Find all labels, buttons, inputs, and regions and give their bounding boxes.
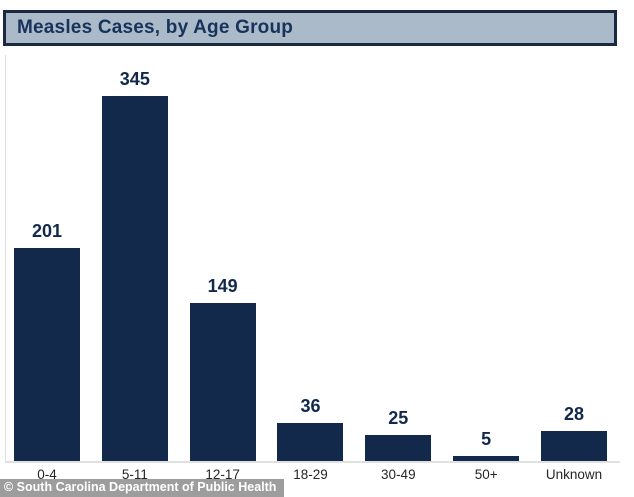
- bar-value-label: 345: [119, 69, 150, 89]
- bar: [277, 423, 344, 461]
- bar: [453, 456, 520, 461]
- bar: [540, 431, 607, 461]
- bar-chart: 201 0-4 345 5-11 149 12-17 36 18-29 25 30-49 5 50+ 2…: [0, 55, 634, 490]
- bar-value-label: 36: [300, 396, 321, 416]
- bar: [365, 435, 432, 461]
- x-axis-line: [5, 461, 620, 463]
- bar: [189, 303, 256, 461]
- bar-value-label: 201: [31, 221, 63, 241]
- chart-title: Measles Cases, by Age Group: [17, 17, 294, 38]
- bar-value-label: 149: [207, 276, 238, 296]
- x-axis-label: 30-49: [381, 467, 416, 482]
- bar-column: 28 Unknown: [540, 60, 607, 482]
- bar: [14, 248, 80, 461]
- bar-column: 201 0-4: [14, 60, 80, 482]
- bar-column: 149 12-17: [189, 60, 256, 482]
- x-axis-label: 0-4: [37, 467, 57, 482]
- bar-value-label: 25: [388, 408, 409, 428]
- bar-column: 345 5-11: [101, 60, 168, 482]
- x-axis-label: Unknown: [545, 467, 603, 482]
- x-axis-label: 18-29: [293, 467, 328, 482]
- y-axis-line: [5, 55, 6, 461]
- x-axis-label: 12-17: [205, 467, 240, 482]
- x-axis-label: 50+: [474, 467, 498, 482]
- bar-column: 36 18-29: [277, 60, 344, 482]
- x-axis-label: 5-11: [121, 467, 148, 482]
- chart-title-bar: Measles Cases, by Age Group: [3, 10, 617, 46]
- source-credit-text: © South Carolina Department of Public He…: [4, 480, 277, 494]
- bar: [101, 96, 168, 461]
- source-credit: © South Carolina Department of Public He…: [0, 479, 285, 497]
- bar-columns: 201 0-4 345 5-11 149 12-17 36 18-29 25 30-49 5 50+ 2…: [14, 60, 607, 482]
- bar-column: 25 30-49: [365, 60, 432, 482]
- bar-value-label: 28: [563, 404, 584, 424]
- bar-value-label: 5: [481, 429, 492, 449]
- bar-column: 5 50+: [453, 60, 520, 482]
